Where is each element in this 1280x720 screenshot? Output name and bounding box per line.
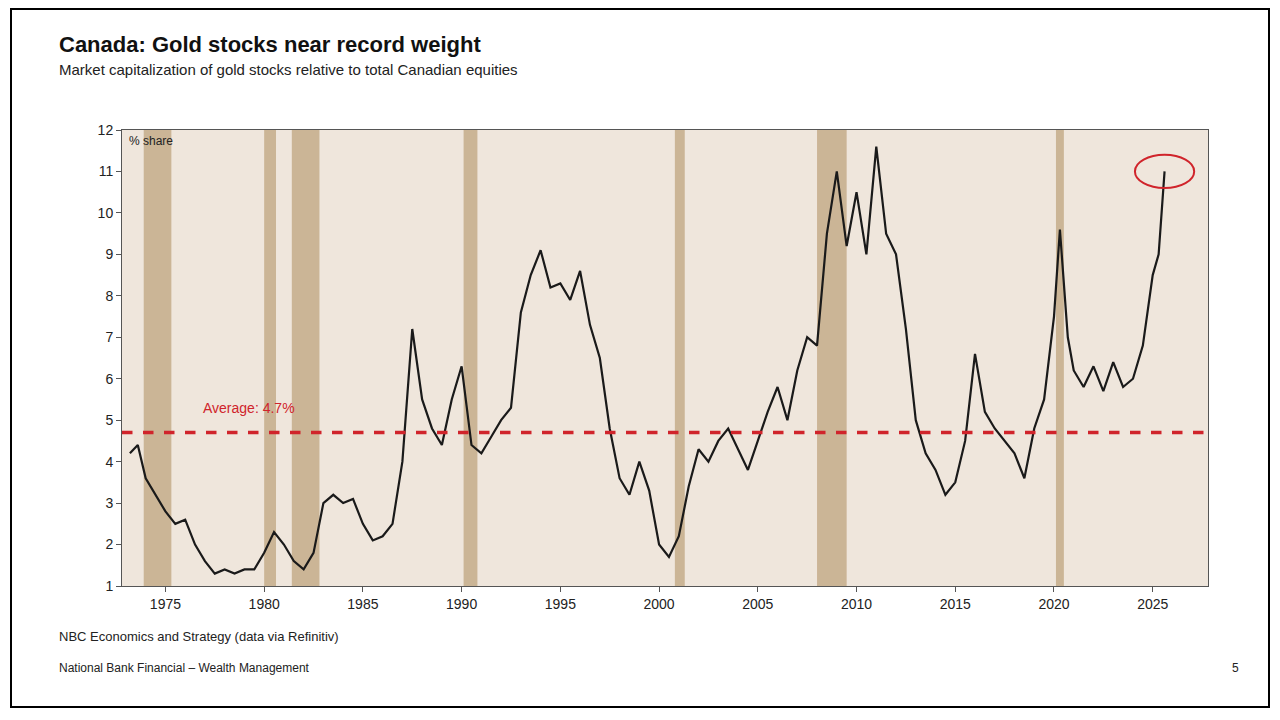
svg-text:5: 5 bbox=[1232, 661, 1239, 675]
svg-text:2025: 2025 bbox=[1137, 596, 1168, 612]
svg-text:Canada: Gold stocks near recor: Canada: Gold stocks near record weight bbox=[59, 32, 481, 57]
svg-text:2015: 2015 bbox=[940, 596, 971, 612]
svg-text:1980: 1980 bbox=[249, 596, 280, 612]
svg-text:National Bank Financial – Weal: National Bank Financial – Wealth Managem… bbox=[59, 661, 310, 675]
svg-text:3: 3 bbox=[105, 495, 113, 511]
svg-text:7: 7 bbox=[105, 329, 113, 345]
svg-text:2: 2 bbox=[105, 536, 113, 552]
svg-text:4: 4 bbox=[105, 454, 113, 470]
svg-text:1995: 1995 bbox=[545, 596, 576, 612]
svg-text:6: 6 bbox=[105, 371, 113, 387]
svg-text:Average: 4.7%: Average: 4.7% bbox=[203, 400, 295, 416]
svg-text:2020: 2020 bbox=[1038, 596, 1069, 612]
svg-text:2010: 2010 bbox=[841, 596, 872, 612]
svg-text:NBC Economics and Strategy (da: NBC Economics and Strategy (data via Ref… bbox=[59, 629, 339, 644]
svg-text:1990: 1990 bbox=[446, 596, 477, 612]
svg-text:9: 9 bbox=[105, 246, 113, 262]
svg-text:% share: % share bbox=[129, 134, 173, 148]
svg-text:10: 10 bbox=[98, 205, 114, 221]
svg-text:2005: 2005 bbox=[742, 596, 773, 612]
svg-text:8: 8 bbox=[105, 288, 113, 304]
svg-text:12: 12 bbox=[98, 122, 114, 138]
svg-text:2000: 2000 bbox=[644, 596, 675, 612]
svg-text:1: 1 bbox=[105, 578, 113, 594]
svg-text:5: 5 bbox=[105, 412, 113, 428]
svg-text:1975: 1975 bbox=[150, 596, 181, 612]
svg-text:1985: 1985 bbox=[347, 596, 378, 612]
svg-text:Market capitalization of gold: Market capitalization of gold stocks rel… bbox=[59, 61, 518, 78]
svg-text:11: 11 bbox=[99, 163, 114, 179]
